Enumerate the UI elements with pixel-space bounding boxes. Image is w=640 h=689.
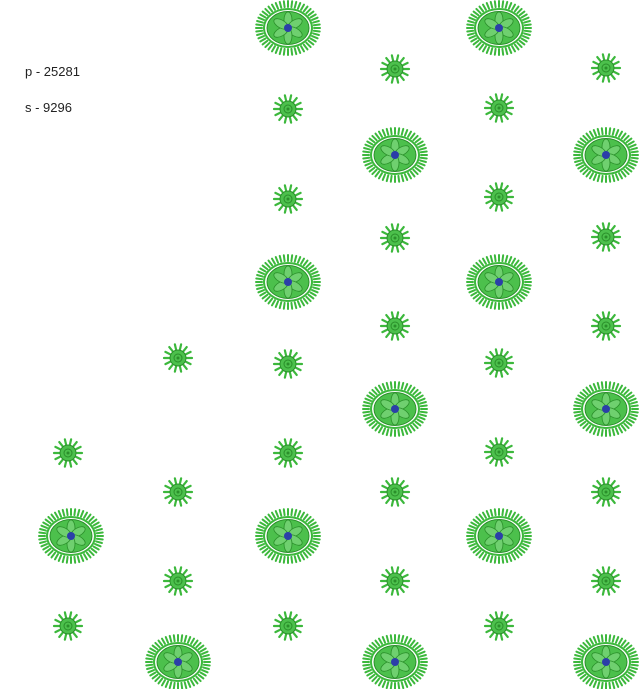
sunburst-motif — [272, 184, 304, 214]
flower-medallion-motif — [362, 127, 428, 184]
sunburst-motif — [52, 438, 84, 468]
sunburst-motif — [272, 611, 304, 641]
sunburst-motif — [379, 54, 411, 84]
flower-medallion-motif — [466, 508, 532, 564]
sunburst-motif — [379, 566, 411, 596]
sunburst-motif — [483, 348, 515, 378]
sunburst-motif — [379, 477, 411, 507]
sunburst-motif — [590, 566, 622, 596]
p-code-label: p - 25281 — [25, 64, 80, 79]
sunburst-motif — [483, 437, 515, 467]
sunburst-motif — [272, 349, 304, 379]
flower-medallion-motif — [255, 0, 321, 57]
sunburst-motif — [590, 222, 622, 252]
flower-medallion-motif — [362, 634, 428, 689]
sunburst-motif — [272, 94, 304, 124]
sunburst-motif — [162, 477, 194, 507]
sunburst-motif — [590, 53, 622, 83]
flower-medallion-motif — [466, 0, 532, 57]
sunburst-motif — [590, 477, 622, 507]
flower-medallion-motif — [362, 381, 428, 437]
sunburst-motif — [162, 343, 194, 373]
flower-medallion-motif — [573, 381, 639, 437]
sunburst-motif — [590, 311, 622, 341]
flower-medallion-motif — [255, 254, 321, 310]
sunburst-motif — [483, 611, 515, 641]
flower-medallion-motif — [573, 634, 639, 689]
flower-medallion-motif — [38, 508, 104, 564]
flower-medallion-motif — [255, 508, 321, 564]
s-code-label: s - 9296 — [25, 100, 72, 115]
flower-medallion-motif — [573, 127, 639, 184]
sunburst-motif — [483, 93, 515, 123]
flower-medallion-motif — [145, 634, 211, 689]
sunburst-motif — [162, 566, 194, 596]
sunburst-motif — [483, 182, 515, 212]
sunburst-motif — [379, 311, 411, 341]
sunburst-motif — [52, 611, 84, 641]
sunburst-motif — [379, 223, 411, 253]
flower-medallion-motif — [466, 254, 532, 310]
sunburst-motif — [272, 438, 304, 468]
